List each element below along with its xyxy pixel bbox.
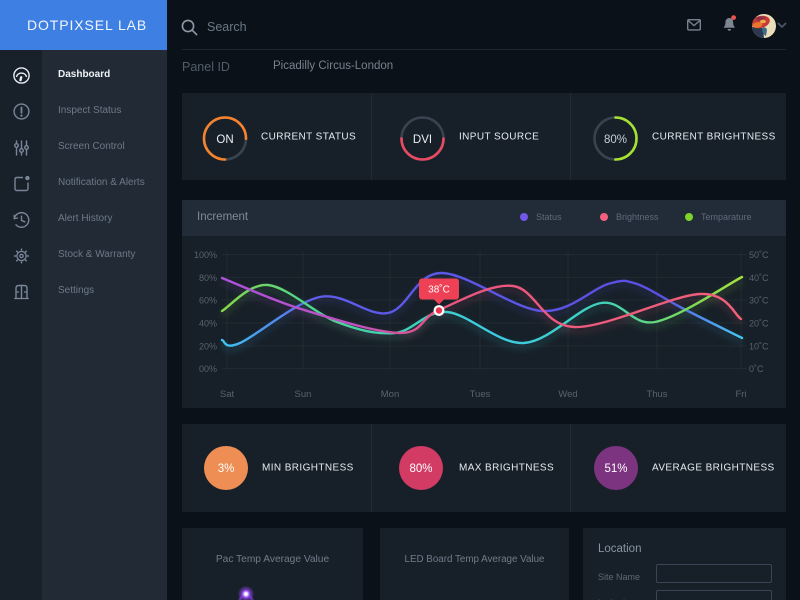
svg-text:Fri: Fri: [735, 389, 746, 400]
svg-text:38˚C: 38˚C: [428, 284, 450, 296]
svg-text:50˚C: 50˚C: [749, 250, 769, 260]
svg-text:20%: 20%: [199, 342, 217, 352]
svg-text:DVI: DVI: [413, 134, 432, 146]
svg-text:3%: 3%: [218, 463, 235, 475]
svg-text:00%: 00%: [199, 364, 217, 374]
svg-text:ON: ON: [216, 134, 233, 146]
svg-text:Thus: Thus: [646, 389, 667, 400]
svg-text:Mon: Mon: [381, 389, 399, 400]
svg-text:100%: 100%: [194, 250, 217, 260]
svg-text:Sun: Sun: [295, 389, 312, 400]
svg-text:40˚C: 40˚C: [749, 273, 769, 283]
svg-text:60%: 60%: [199, 296, 217, 306]
svg-text:51%: 51%: [604, 463, 627, 475]
svg-text:80%: 80%: [604, 134, 627, 146]
svg-text:30˚C: 30˚C: [749, 296, 769, 306]
svg-text:Sat: Sat: [220, 389, 235, 400]
svg-text:80%: 80%: [409, 463, 432, 475]
svg-text:80%: 80%: [199, 273, 217, 283]
svg-text:0˚C: 0˚C: [749, 364, 764, 374]
svg-text:20˚C: 20˚C: [749, 319, 769, 329]
svg-text:40%: 40%: [199, 319, 217, 329]
svg-text:Wed: Wed: [558, 389, 577, 400]
svg-text:Tues: Tues: [470, 389, 491, 400]
svg-text:10˚C: 10˚C: [749, 342, 769, 352]
